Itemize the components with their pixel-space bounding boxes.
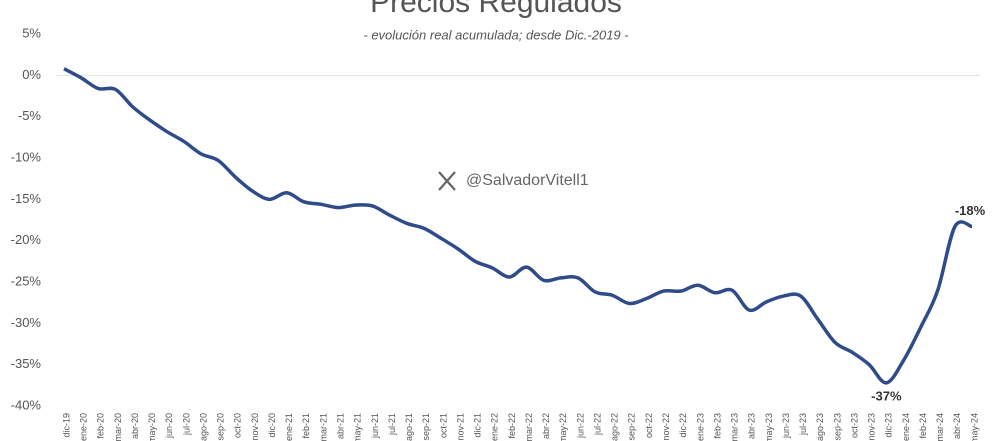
x-tick-label: abr-24: [952, 413, 962, 439]
x-tick-label: oct-23: [849, 413, 859, 438]
watermark-logo: [438, 171, 456, 191]
x-tick-label: ene-21: [284, 413, 294, 441]
line-series: [63, 67, 973, 385]
x-tick-label: ago-20: [198, 413, 208, 441]
y-tick-label: -40%: [11, 397, 42, 412]
chart-subtitle: - evolución real acumulada; desde Dic.-2…: [363, 27, 629, 42]
x-tick-label: dic-23: [884, 413, 894, 438]
x-tick-label: sep-21: [421, 413, 431, 441]
y-tick-label: -10%: [11, 149, 42, 164]
x-tick-label: dic-20: [267, 413, 277, 438]
x-tick-label: feb-23: [712, 413, 722, 439]
x-tick-label: ene-23: [695, 413, 705, 441]
x-tick-label: ene-22: [490, 413, 500, 441]
x-tick-label: nov-23: [867, 413, 877, 441]
x-tick-label: may-24: [969, 413, 979, 441]
x-tick-label: may-22: [558, 413, 568, 441]
x-tick-label: oct-21: [438, 413, 448, 438]
x-tick-label: jul-23: [798, 413, 808, 436]
data-label: -37%: [871, 388, 902, 403]
x-tick-label: sep-23: [832, 413, 842, 441]
y-tick-label: -5%: [18, 108, 42, 123]
x-tick-label: abr-22: [541, 413, 551, 439]
y-tick-label: -20%: [11, 232, 42, 247]
x-tick-label: ago-21: [404, 413, 414, 441]
x-tick-label: abr-20: [130, 413, 140, 439]
x-tick-label: mar-24: [935, 413, 945, 441]
x-tick-label: jun-22: [575, 413, 585, 439]
y-tick-label: -35%: [11, 356, 42, 371]
x-tick-label: sep-22: [627, 413, 637, 441]
x-tick-label: feb-24: [918, 413, 928, 439]
x-tick-label: ago-22: [610, 413, 620, 441]
x-tick-label: may-20: [147, 413, 157, 441]
x-tick-label: jul-20: [181, 413, 191, 436]
x-tick-label: feb-21: [301, 413, 311, 439]
x-tick-label: jun-21: [370, 413, 380, 439]
x-tick-label: nov-20: [250, 413, 260, 441]
x-tick-label: ene-20: [79, 413, 89, 441]
y-tick-label: -15%: [11, 191, 42, 206]
x-tick-label: ago-23: [815, 413, 825, 441]
x-tick-label: may-23: [764, 413, 774, 441]
x-tick-label: ene-24: [901, 413, 911, 441]
x-tick-label: may-21: [353, 413, 363, 441]
x-tick-label: mar-22: [524, 413, 534, 441]
x-tick-label: dic-22: [678, 413, 688, 438]
x-tick-label: feb-20: [96, 413, 106, 439]
x-tick-label: nov-21: [455, 413, 465, 441]
x-tick-label: oct-22: [644, 413, 654, 438]
x-tick-label: dic-19: [61, 413, 71, 438]
x-tick-label: oct-20: [233, 413, 243, 438]
x-tick-label: dic-21: [473, 413, 483, 438]
y-tick-label: 0%: [22, 67, 41, 82]
x-tick-label: jul-21: [387, 413, 397, 436]
x-tick-label: jul-22: [592, 413, 602, 436]
y-tick-label: -25%: [11, 273, 42, 288]
x-tick-label: mar-20: [113, 413, 123, 441]
x-tick-label: jun-20: [164, 413, 174, 439]
data-label: -18%: [955, 203, 986, 218]
y-tick-label: -30%: [11, 315, 42, 330]
chart-title: Precios Regulados: [370, 0, 622, 19]
x-tick-label: abr-21: [335, 413, 345, 439]
watermark: @SalvadorVitell1: [466, 172, 589, 189]
x-tick-label: abr-23: [747, 413, 757, 439]
x-tick-label: mar-21: [318, 413, 328, 441]
x-tick-label: mar-23: [730, 413, 740, 441]
x-tick-label: jun-23: [781, 413, 791, 439]
x-tick-label: nov-22: [661, 413, 671, 441]
x-tick-label: sep-20: [216, 413, 226, 441]
x-tick-label: feb-22: [507, 413, 517, 439]
y-tick-label: 5%: [22, 25, 41, 40]
